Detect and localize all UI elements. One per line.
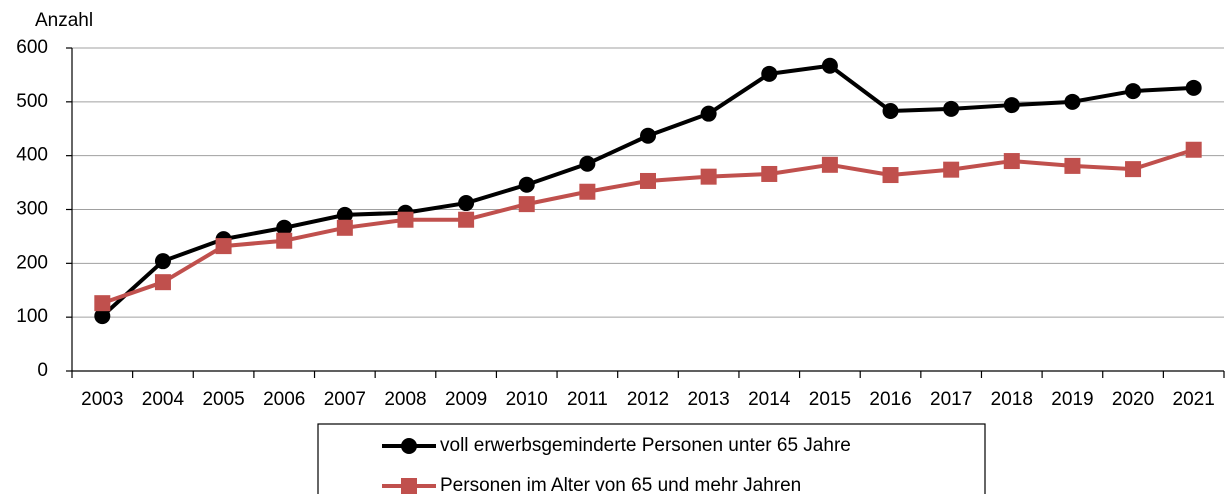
x-tick-label: 2015 <box>809 389 851 410</box>
legend-box <box>317 423 986 494</box>
legend-marker <box>401 438 417 454</box>
y-tick-label: 300 <box>16 199 48 220</box>
series-line <box>100 63 1194 318</box>
data-point <box>1064 93 1081 110</box>
x-tick-label: 2007 <box>324 389 366 410</box>
data-point <box>154 253 171 270</box>
data-point <box>640 127 656 144</box>
data-point <box>1003 97 1020 114</box>
legend-label: Personen im Alter von 65 und mehr Jahren <box>440 475 801 494</box>
data-point <box>640 172 656 189</box>
data-point <box>458 195 475 212</box>
x-tick-label: 2014 <box>748 389 791 410</box>
data-point <box>821 57 838 74</box>
y-tick-label: 0 <box>37 360 48 381</box>
y-tick-label: 200 <box>16 252 48 273</box>
data-point <box>154 274 171 291</box>
x-tick-label: 2006 <box>263 389 305 410</box>
data-point <box>700 105 717 122</box>
x-tick-label: 2020 <box>1112 389 1154 410</box>
data-point <box>882 102 899 119</box>
data-point <box>397 211 414 228</box>
data-point <box>579 183 596 200</box>
x-tick-label: 2011 <box>567 389 608 410</box>
legend-label: voll erwerbsgeminderte Personen unter 65… <box>440 435 851 456</box>
x-tick-label: 2008 <box>384 389 426 410</box>
x-tick-label: 2021 <box>1173 389 1215 410</box>
x-tick-label: 2013 <box>687 389 729 410</box>
x-tick-label: 2009 <box>445 389 487 410</box>
y-tick-label: 100 <box>16 306 48 327</box>
x-tick-label: 2005 <box>202 389 244 410</box>
y-tick-label: 500 <box>16 91 48 112</box>
legend-marker <box>401 478 417 494</box>
data-point <box>1185 79 1202 96</box>
data-point <box>1125 161 1142 178</box>
x-tick-label: 2012 <box>627 389 669 410</box>
data-point <box>1185 141 1202 158</box>
data-point <box>1064 157 1081 174</box>
data-point <box>458 211 475 228</box>
data-point <box>579 155 596 172</box>
data-point <box>276 219 293 236</box>
data-point <box>215 238 232 255</box>
x-tick-label: 2004 <box>142 389 185 410</box>
x-tick-label: 2018 <box>991 389 1033 410</box>
data-point <box>943 161 960 178</box>
x-tick-label: 2019 <box>1051 389 1093 410</box>
y-tick-label: 400 <box>16 145 48 166</box>
data-point <box>761 165 778 182</box>
x-tick-label: 2017 <box>930 389 972 410</box>
data-point <box>518 176 535 193</box>
data-point <box>336 219 353 236</box>
data-point <box>700 168 717 185</box>
data-point <box>1125 83 1142 100</box>
data-point <box>821 156 838 173</box>
data-point <box>1003 153 1020 170</box>
data-point <box>882 167 899 184</box>
data-point <box>943 100 960 117</box>
x-tick-label: 2010 <box>506 389 548 410</box>
y-axis-label: Anzahl <box>35 10 93 31</box>
data-point <box>761 65 778 82</box>
x-tick-label: 2003 <box>81 389 123 410</box>
data-point <box>276 232 293 249</box>
y-tick-label: 600 <box>16 37 48 58</box>
data-point <box>336 206 353 223</box>
series-line <box>101 147 1195 306</box>
x-tick-label: 2016 <box>869 389 911 410</box>
data-point <box>518 196 535 213</box>
data-point <box>94 308 111 325</box>
data-point <box>94 295 111 312</box>
